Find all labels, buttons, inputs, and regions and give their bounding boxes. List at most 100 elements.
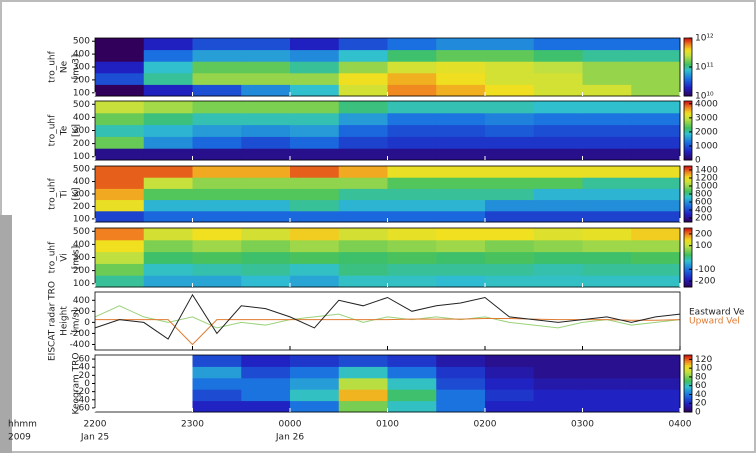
colorbar-step — [684, 406, 692, 409]
colorbar-step — [684, 65, 692, 68]
heatmap-cell — [192, 49, 242, 62]
heatmap-cell — [192, 101, 242, 114]
colorbar-step — [684, 86, 692, 89]
y-axis-label: [K] — [72, 124, 82, 137]
heatmap-cell — [582, 355, 632, 367]
heatmap-cell — [241, 148, 291, 161]
heatmap-cell — [241, 112, 291, 126]
heatmap-cell — [95, 199, 145, 212]
colorbar-step — [684, 45, 692, 49]
colorbar-step — [684, 228, 692, 231]
heatmap-cell — [192, 38, 242, 51]
colorbar-step — [684, 402, 692, 405]
heatmap-cell — [192, 263, 242, 276]
y-tick-label: 100 — [73, 152, 90, 162]
heatmap-cell — [95, 136, 145, 149]
heatmap-cell — [338, 377, 388, 390]
heatmap-cell — [436, 72, 486, 85]
colorbar-step — [684, 265, 692, 268]
heatmap-cell — [192, 72, 242, 85]
y-tick-label: 100 — [73, 279, 90, 289]
heatmap-cell — [143, 199, 193, 212]
y-tick-label: 400 — [73, 113, 90, 123]
heatmap-cell — [436, 355, 486, 367]
heatmap-cell — [533, 101, 583, 114]
colorbar-step — [684, 57, 692, 60]
legend-label: Upward Vel — [689, 317, 740, 327]
heatmap-cell — [485, 112, 535, 126]
colorbar-step — [684, 273, 692, 276]
heatmap-cell — [533, 275, 583, 288]
heatmap-cell — [95, 228, 145, 241]
y-axis-label: tro_uhf — [48, 177, 58, 209]
heatmap-cell — [338, 124, 388, 137]
heatmap-cell — [387, 136, 437, 149]
heatmap-cell — [192, 355, 242, 367]
colorbar-tick-label: 100 — [695, 241, 712, 251]
heatmap-cell — [143, 275, 193, 288]
colorbar-tick-label: -200 — [695, 277, 716, 287]
heatmap-cell — [95, 166, 145, 178]
heatmap-cell — [192, 112, 242, 126]
colorbar-step — [684, 249, 692, 253]
heatmap-cell — [143, 239, 193, 253]
colorbar-step — [684, 383, 692, 386]
x-tick-label: 0100 — [376, 420, 399, 430]
heatmap-cell — [241, 355, 291, 367]
heatmap-cell — [241, 136, 291, 149]
colorbar-step — [684, 277, 692, 280]
heatmap-cell — [436, 61, 486, 74]
heatmap-cell — [192, 377, 242, 390]
heatmap-cell — [290, 148, 340, 161]
heatmap-cell — [192, 177, 242, 189]
heatmap-cell — [95, 210, 145, 223]
colorbar-step — [684, 356, 692, 360]
colorbar-step — [684, 251, 692, 255]
heatmap-cell — [143, 136, 193, 149]
heatmap-cell — [143, 101, 193, 114]
colorbar-step — [684, 377, 692, 381]
heatmap-cell — [241, 101, 291, 114]
heatmap-cell — [436, 251, 486, 264]
colorbar-step — [684, 203, 692, 206]
x-tick-label: 0000 — [279, 420, 302, 430]
colorbar-step — [684, 279, 692, 282]
colorbar-step — [684, 51, 692, 54]
y-tick-label: -20 — [75, 387, 90, 397]
colorbar-step — [684, 233, 692, 237]
row-label: 2009 — [8, 433, 31, 443]
colorbar-step — [684, 124, 692, 128]
heatmap-cell — [290, 177, 340, 189]
heatmap-cell — [241, 366, 291, 379]
heatmap-cell — [241, 228, 291, 241]
colorbar-step — [684, 207, 692, 210]
colorbar-step — [684, 408, 692, 411]
heatmap-cell — [338, 148, 388, 161]
colorbar-step — [684, 231, 692, 235]
y-tick-label: 500 — [73, 37, 90, 47]
heatmap-cell — [436, 38, 486, 51]
colorbar-step — [684, 404, 692, 407]
heatmap-cell — [192, 188, 242, 201]
heatmap-cell — [485, 228, 535, 241]
heatmap-cell — [241, 124, 291, 137]
heatmap-cell — [485, 148, 535, 161]
colorbar-step — [684, 182, 692, 186]
colorbar-step — [684, 122, 692, 126]
x-tick-label: 0300 — [571, 420, 594, 430]
colorbar-step — [684, 156, 692, 159]
heatmap-cell — [631, 263, 681, 276]
colorbar-step — [684, 275, 692, 278]
row-label: hhmm — [8, 420, 37, 430]
y-tick-label: 400 — [73, 50, 90, 60]
heatmap-cell — [485, 38, 535, 51]
heatmap-cell — [387, 166, 437, 178]
heatmap-cell — [241, 400, 291, 413]
colorbar-step — [684, 229, 692, 233]
heatmap-cell — [290, 389, 340, 402]
colorbar-step — [684, 192, 692, 195]
colorbar-step — [684, 49, 692, 53]
heatmap-cell — [485, 275, 535, 288]
heatmap-cell — [192, 136, 242, 149]
colorbar-step — [684, 144, 692, 147]
